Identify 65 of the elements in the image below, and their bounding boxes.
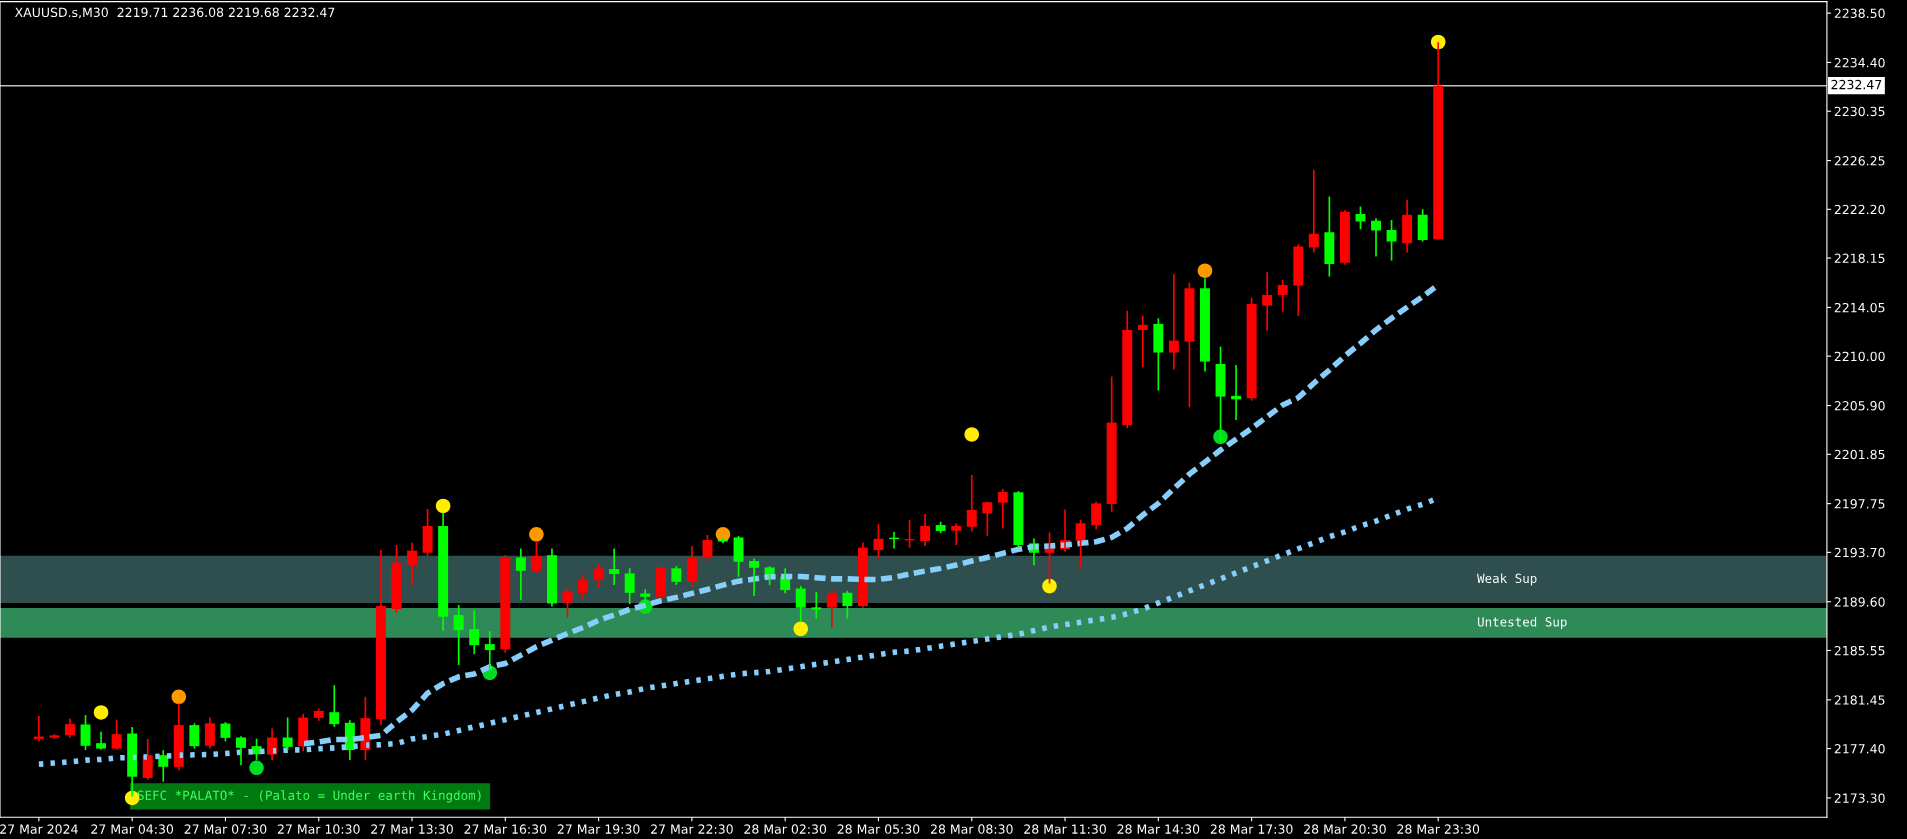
x-tick-label: 27 Mar 19:30 [557,824,640,834]
y-tick-label: 2185.55 [1834,645,1885,656]
x-tick-label: 28 Mar 23:30 [1397,824,1480,834]
y-tick-label: 2238.50 [1834,8,1885,19]
y-tick-label: 2181.45 [1834,695,1885,705]
candlestick [1324,195,1335,278]
candlestick [593,563,604,589]
y-tick-label: 2173.30 [1834,793,1885,803]
candlestick [1013,490,1024,549]
point [1197,263,1213,278]
x-tick-label: 27 Mar 16:30 [464,824,547,834]
x-tick-label: 28 Mar 14:30 [1117,824,1200,834]
x-tick-label: 28 Mar 08:30 [930,824,1013,834]
y-tick-label: 2210.00 [1834,351,1885,362]
y-tick-label: 2222.20 [1834,204,1885,215]
point [93,705,109,720]
y-tick-label: 2230.35 [1834,106,1885,117]
candlestick [671,565,682,586]
y-tick-label: 2218.15 [1834,253,1885,263]
point [171,689,187,705]
candlestick [1184,281,1195,409]
point [964,427,980,442]
candlestick [1246,296,1257,402]
x-tick-label: 27 Mar 10:30 [277,824,360,834]
candlestick [422,508,433,557]
x-tick-label: 28 Mar 02:30 [744,824,827,834]
y-tick-label: 2177.40 [1834,744,1885,754]
candlestick [1075,519,1086,570]
x-tick-label: 28 Mar 05:30 [837,824,920,834]
candlestick [1215,345,1226,442]
candlestick [1355,205,1366,231]
candlestick [189,722,200,750]
y-tick-label: 2234.40 [1834,57,1885,68]
x-tick-label: 28 Mar 11:30 [1024,824,1106,834]
x-tick-label: 27 Mar 13:30 [371,824,453,834]
band-label: Weak Sup [1477,573,1537,586]
ref-line-label: 2232.47 [1831,79,1882,90]
point [529,527,544,542]
y-tick-label: 2193.70 [1834,547,1885,558]
point [793,621,809,637]
x-tick-label: 27 Mar 07:30 [184,824,267,834]
candlestick [1417,208,1428,243]
x-tick-label: 28 Mar 20:30 [1304,824,1386,834]
candlestick [718,537,728,545]
y-tick-label: 2197.75 [1834,499,1885,509]
point [1213,429,1228,445]
chart-title: XAUUSD.s,M30 2219.71 2236.08 2219.68 2232.47 [14,7,335,19]
annotation: SEFC *PALATO* - (Palato = Under earth Kingdom) [137,790,481,803]
y-tick-label: 2189.60 [1834,597,1885,607]
candlestick [1153,317,1164,392]
band-label: Untested Sup [1477,616,1567,629]
y-tick-label: 2226.25 [1834,156,1885,166]
candlestick [111,718,122,751]
candlestick [733,535,744,578]
y-tick-label: 2214.05 [1834,302,1885,313]
x-tick-label: 27 Mar 2024 [0,824,78,834]
candlestick [1386,219,1397,262]
x-tick-label: 28 Mar 17:30 [1210,824,1293,834]
point [1042,578,1057,594]
y-tick-label: 2205.90 [1834,400,1885,411]
x-tick-label: 27 Mar 22:30 [651,824,733,834]
y-tick-label: 2201.85 [1834,449,1885,460]
point [435,498,451,514]
x-tick-label: 27 Mar 04:30 [91,824,174,834]
point [249,760,264,776]
